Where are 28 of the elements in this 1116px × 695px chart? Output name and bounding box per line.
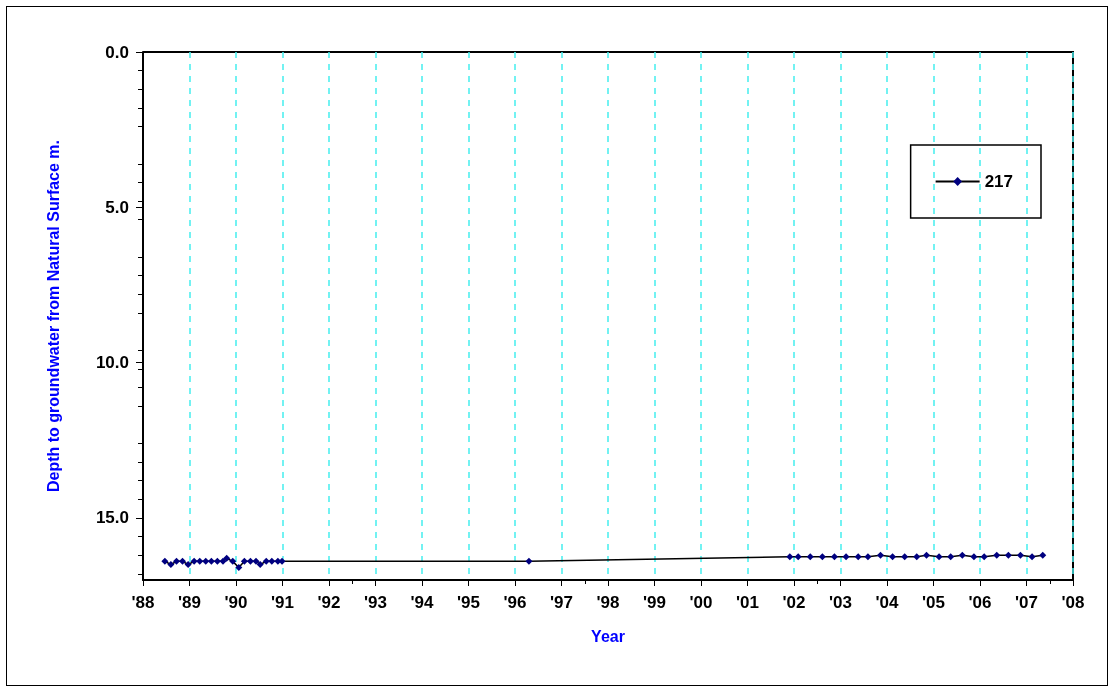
x-tick-label: '96: [503, 593, 527, 612]
x-tick-label: '97: [550, 593, 573, 612]
x-tick-label: '90: [224, 593, 248, 612]
x-tick-label: '95: [457, 593, 480, 612]
x-tick-label: '94: [410, 593, 435, 612]
x-tick-label: '01: [736, 593, 759, 612]
x-tick-label: '06: [968, 593, 992, 612]
y-tick-label: 15.0: [95, 508, 129, 528]
x-tick-label: '04: [875, 593, 900, 612]
legend-label: 217: [984, 172, 1014, 191]
x-tick-label: '91: [271, 593, 294, 612]
x-tick-label: '93: [364, 593, 387, 612]
x-axis-title: Year: [591, 627, 625, 645]
x-tick-label: '88: [131, 593, 155, 612]
y-tick-label: 10.0: [95, 353, 129, 373]
y-tick-label: 0.0: [105, 42, 129, 62]
x-tick-label: '05: [922, 593, 945, 612]
x-tick-label: '89: [178, 593, 201, 612]
x-tick-label: '99: [643, 593, 666, 612]
y-tick-label: 5.0: [105, 197, 129, 217]
x-tick-label: '08: [1061, 593, 1085, 612]
x-tick-label: '00: [689, 593, 713, 612]
x-tick-label: '98: [596, 593, 620, 612]
x-tick-label: '03: [829, 593, 852, 612]
y-axis-title: Depth to groundwater from Natural Surface m.: [44, 139, 62, 493]
x-tick-label: '92: [317, 593, 341, 612]
x-tick-label: '07: [1015, 593, 1038, 612]
x-tick-label: '02: [782, 593, 806, 612]
